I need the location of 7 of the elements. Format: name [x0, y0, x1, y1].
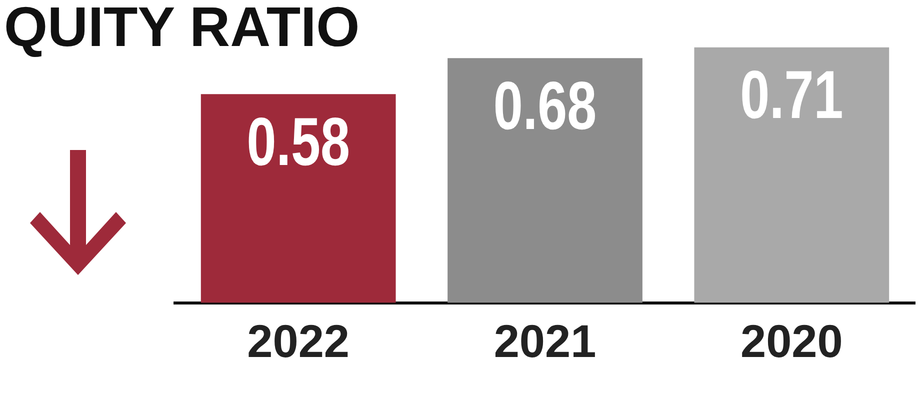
data-label: 0.71 — [740, 56, 844, 133]
data-label: 0.58 — [246, 104, 350, 180]
x-tick-label: 2020 — [740, 315, 843, 368]
x-tick-label: 2022 — [247, 315, 350, 368]
x-tick-label: 2021 — [494, 315, 596, 368]
chart-title: QUITY RATIO — [4, 0, 360, 59]
data-label: 0.68 — [493, 68, 597, 144]
